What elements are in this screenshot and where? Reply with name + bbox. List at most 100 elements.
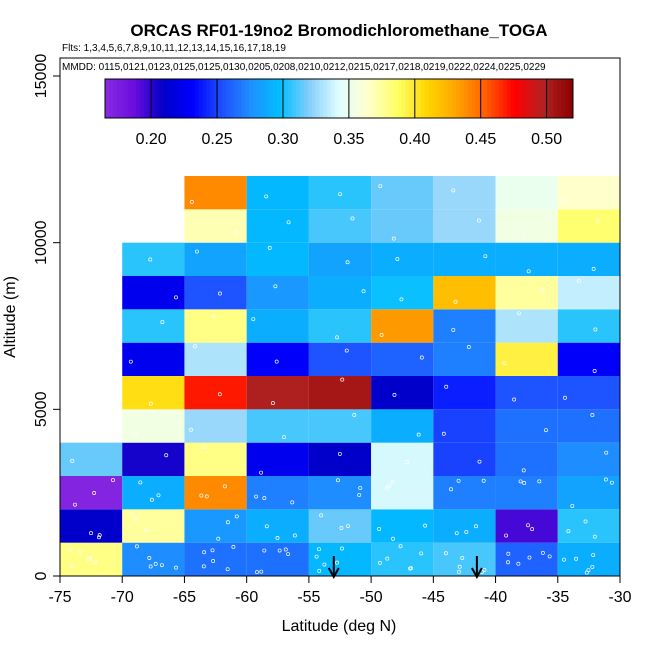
chart-title: ORCAS RF01-19no2 Bromodichloromethane_TO…	[130, 21, 547, 40]
sample-point	[419, 355, 424, 360]
colorbar-segment	[483, 79, 488, 118]
sample-point	[482, 567, 487, 572]
sample-point	[526, 269, 531, 274]
y-tick-label: 10000	[33, 220, 50, 265]
heatmap-cell	[557, 376, 620, 410]
sample-point	[592, 534, 597, 539]
colorbar-segment	[225, 79, 231, 118]
x-tick-label: -45	[422, 589, 445, 606]
heatmap-cell	[433, 409, 496, 443]
colorbar-segment	[151, 79, 157, 118]
colorbar-segment	[362, 79, 367, 118]
sample-point	[134, 516, 139, 521]
heatmap-cell	[557, 209, 620, 243]
sample-point	[286, 220, 291, 225]
colorbar-segment	[147, 79, 153, 118]
sample-point	[449, 487, 453, 492]
sample-point	[262, 496, 267, 501]
x-tick-label: -65	[173, 589, 196, 606]
x-tick-label: -75	[48, 589, 71, 606]
x-tick-label: -70	[111, 589, 134, 606]
sample-point	[419, 551, 424, 556]
colorbar-segment	[120, 79, 125, 118]
colorbar-segment	[190, 79, 196, 118]
sample-point	[576, 278, 581, 283]
sample-point	[93, 559, 98, 564]
sample-point	[211, 559, 216, 563]
x-tick-label: -40	[484, 589, 507, 606]
sample-point	[292, 533, 297, 538]
heatmap-cell	[246, 209, 309, 243]
colorbar-segment	[183, 79, 188, 118]
sample-point	[464, 529, 469, 534]
colorbar-segment	[432, 79, 437, 118]
sample-point	[460, 555, 465, 560]
sample-point	[259, 569, 264, 574]
sample-point	[262, 548, 267, 553]
sample-point	[164, 453, 169, 458]
sample-point	[148, 401, 153, 406]
heatmap-cell	[246, 409, 309, 443]
heatmap-cell	[371, 309, 434, 343]
colorbar-segment	[440, 79, 445, 118]
heatmap-cell	[495, 476, 558, 510]
heatmap-cell	[308, 309, 372, 343]
heatmap-cell	[557, 442, 620, 476]
plot-frame	[59, 57, 621, 577]
sample-point	[603, 477, 608, 482]
colorbar-tick-label: 0.25	[201, 131, 232, 148]
colorbar-segment	[229, 79, 235, 118]
sample-point	[378, 184, 383, 189]
sample-point	[128, 359, 133, 364]
heatmap-cell	[308, 376, 372, 410]
sample-point	[159, 563, 164, 568]
colorbar-segment	[389, 79, 395, 118]
sample-point	[286, 552, 291, 557]
sample-point	[466, 344, 471, 349]
sample-point	[174, 295, 178, 300]
colorbar-segment	[424, 79, 430, 118]
sample-point	[70, 564, 74, 569]
sample-point	[149, 497, 154, 502]
sample-point	[502, 361, 507, 366]
sample-point	[591, 553, 596, 557]
heatmap-cell	[308, 209, 372, 243]
heatmap-cell	[122, 476, 185, 510]
sample-point	[474, 524, 478, 529]
sample-point	[423, 523, 428, 528]
colorbar-segment	[206, 79, 211, 118]
heatmap-cell	[184, 309, 247, 343]
heatmap-cell	[246, 342, 309, 376]
sample-point	[444, 384, 449, 389]
colorbar-segment	[479, 79, 484, 118]
colorbar-segment	[475, 79, 480, 118]
sample-point	[189, 199, 194, 204]
heatmap-cell	[184, 176, 247, 210]
sample-point	[283, 547, 288, 552]
heatmap-cell	[371, 376, 434, 410]
sample-point	[392, 392, 397, 397]
heatmap-cell	[60, 476, 123, 510]
sample-point	[133, 431, 138, 436]
colorbar-segment	[222, 79, 227, 118]
heatmap-cell	[557, 342, 620, 376]
colorbar-segment	[194, 79, 200, 118]
sample-point	[339, 526, 344, 531]
colorbar-segment	[249, 79, 254, 118]
colorbar-segment	[565, 79, 570, 118]
x-tick-label: -35	[546, 589, 569, 606]
heatmap-cell	[433, 476, 496, 510]
heatmap-cell	[371, 342, 434, 376]
colorbar-segment	[444, 79, 449, 118]
colorbar-segment	[342, 79, 348, 118]
heatmap-cell	[184, 276, 247, 310]
heatmap-cell	[60, 442, 123, 476]
heatmap-cell	[495, 376, 558, 410]
x-axis-label: Latitude (deg N)	[282, 618, 397, 635]
sample-point	[70, 458, 75, 463]
sample-point	[521, 468, 526, 473]
sample-point	[111, 478, 115, 483]
colorbar-segment	[354, 79, 359, 118]
colorbar-segment	[303, 79, 309, 118]
y-tick-label: 0	[33, 571, 50, 580]
